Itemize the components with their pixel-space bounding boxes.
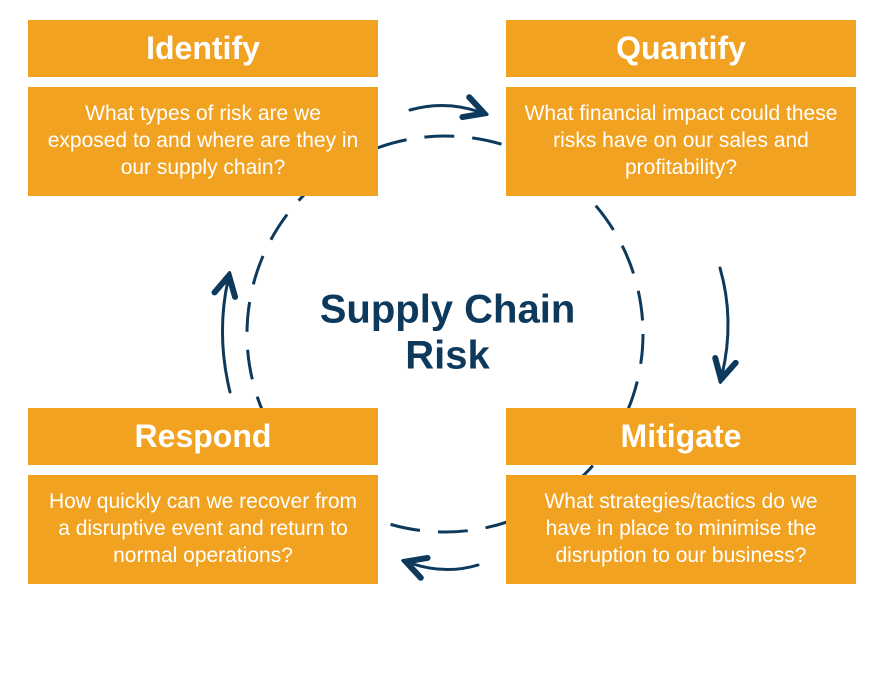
arrow-top [0, 0, 895, 679]
